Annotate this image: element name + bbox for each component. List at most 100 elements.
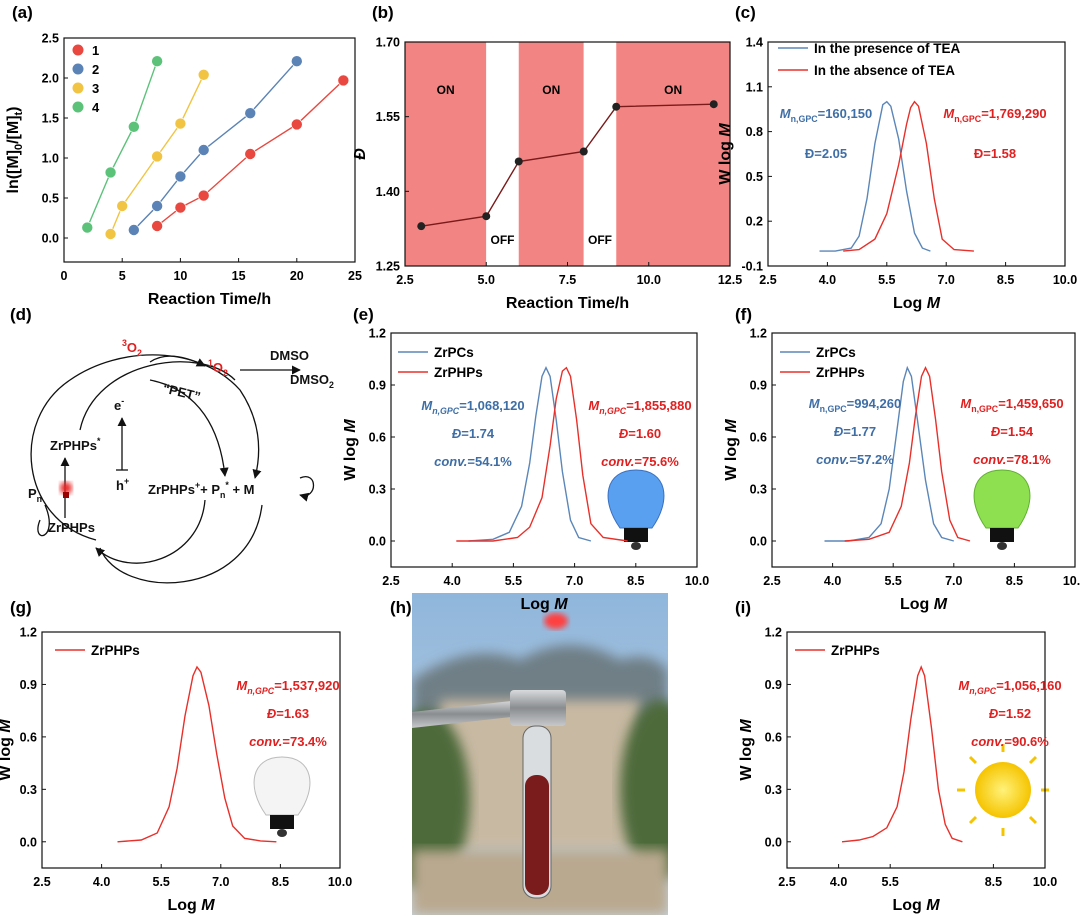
text-part: =1.74 — [461, 426, 495, 441]
x-tick-label: 8.5 — [997, 273, 1014, 287]
text-part: n — [220, 490, 225, 500]
panel-label: (f) — [735, 305, 752, 324]
outer-arc — [99, 504, 263, 584]
diagram-node: ZrPHPs — [48, 520, 95, 535]
data-point — [116, 200, 128, 212]
text-part: n,GPC — [247, 686, 275, 696]
y-tick-label: 0.5 — [746, 170, 763, 184]
y-tick-label: 1.5 — [42, 112, 59, 126]
sun — [957, 744, 1049, 836]
y-tick-label: 1.2 — [765, 626, 782, 640]
y-tick-label: 0.9 — [750, 379, 767, 393]
x-tick-label: 5.5 — [153, 875, 170, 889]
blue-bulb — [607, 469, 665, 550]
x-tick-label: 5.5 — [882, 875, 899, 889]
text-part: e — [114, 398, 121, 413]
x-tick-label: 4.0 — [824, 574, 841, 588]
annotation: Đ=1.54 — [991, 424, 1034, 439]
y-tick-label: 0.3 — [765, 783, 782, 797]
series-line — [421, 103, 714, 227]
panel-label: (d) — [10, 305, 32, 324]
text-part: =54.1% — [467, 454, 512, 469]
text-part: M — [809, 396, 821, 411]
text-part: Đ — [834, 424, 844, 439]
y-tick-label: 1.0 — [42, 152, 59, 166]
text-part: W log — [723, 433, 740, 481]
x-tick-label: 2.5 — [763, 574, 780, 588]
y-tick-label: 1.70 — [376, 36, 400, 50]
x-axis-label: Log M — [167, 897, 215, 914]
text-part: 0 — [13, 144, 25, 150]
region — [405, 42, 487, 266]
x-tick-label: 5.5 — [878, 273, 895, 287]
diagram-node: h+ — [116, 476, 129, 493]
panel-label: (g) — [10, 598, 32, 617]
text-part: + M — [229, 482, 255, 497]
clamp-head — [510, 690, 566, 726]
x-tick-label: 2.5 — [33, 875, 50, 889]
data-point — [514, 157, 523, 166]
text-part: Đ — [989, 706, 999, 721]
y-tick-label: 0.3 — [750, 483, 767, 497]
annotation: Mn,GPC=1,537,920 — [236, 678, 339, 696]
plot-frame — [771, 332, 1076, 568]
y-tick-label: -0.1 — [741, 260, 763, 274]
annotation: Đ=2.05 — [805, 146, 847, 161]
tree — [412, 710, 470, 890]
oxygen-arrow — [149, 355, 206, 367]
text-part: M — [958, 678, 970, 693]
text-part: Log — [893, 295, 927, 312]
region-label: ON — [437, 83, 455, 97]
tree — [620, 700, 668, 880]
annotation: Đ=1.77 — [834, 424, 876, 439]
text-part: /[M] — [5, 115, 22, 143]
text-part: * — [97, 436, 101, 446]
data-point — [579, 147, 588, 156]
text-part: 3 — [122, 338, 127, 348]
y-axis-label: W log M — [717, 123, 734, 185]
x-tick-label: 10.0 — [328, 875, 352, 889]
text-part: t — [13, 111, 25, 115]
text-part: =1,068,120 — [459, 398, 524, 413]
data-point — [81, 221, 94, 234]
diagram-node: DMSO — [270, 348, 309, 363]
text-part: P — [28, 486, 37, 501]
text-part: 2 — [137, 348, 142, 358]
legend-label: ZrPHPs — [434, 365, 483, 380]
text-part: =1,855,880 — [626, 398, 691, 413]
annotation: Đ=1.58 — [974, 146, 1016, 161]
text-part: =1,769,290 — [981, 106, 1046, 121]
text-part: n,GPC — [954, 114, 982, 124]
diagram-node: DMSO2 — [290, 372, 334, 390]
x-axis-label: Reaction Time/h — [506, 295, 629, 312]
text-part: * — [225, 480, 229, 490]
text-part: M — [934, 596, 948, 613]
data-point — [151, 55, 163, 68]
y-tick-label: 0.0 — [369, 535, 386, 549]
data-point — [128, 121, 140, 133]
x-tick-label: 7.0 — [212, 875, 229, 889]
data-point — [104, 228, 117, 240]
diagram-node: ZrPHPs* — [50, 436, 101, 453]
annotation: conv.=78.1% — [973, 452, 1051, 467]
y-tick-label: 2.0 — [42, 72, 59, 86]
text-part: Đ — [619, 426, 629, 441]
data-point — [174, 170, 187, 183]
y-tick-label: 0.3 — [20, 783, 37, 797]
y-tick-label: 0.6 — [750, 431, 767, 445]
text-part: conv. — [816, 452, 849, 467]
y-tick-label: 0.5 — [42, 192, 59, 206]
light-icon-base — [63, 492, 69, 498]
region-label: ON — [664, 83, 682, 97]
diagram-node: “PET” — [161, 380, 202, 404]
text-part: Đ — [452, 426, 462, 441]
y-axis-label: W log M — [738, 719, 755, 781]
annotation: Đ=1.74 — [452, 426, 495, 441]
text-part: O — [213, 360, 223, 375]
text-part: Đ=1.58 — [974, 146, 1016, 161]
legend-label: In the absence of TEA — [814, 63, 955, 78]
text-part: W log — [738, 733, 755, 781]
text-part: =1,459,650 — [998, 396, 1063, 411]
text-part: n,GPC — [971, 404, 999, 414]
x-tick-label: 10 — [173, 269, 187, 283]
